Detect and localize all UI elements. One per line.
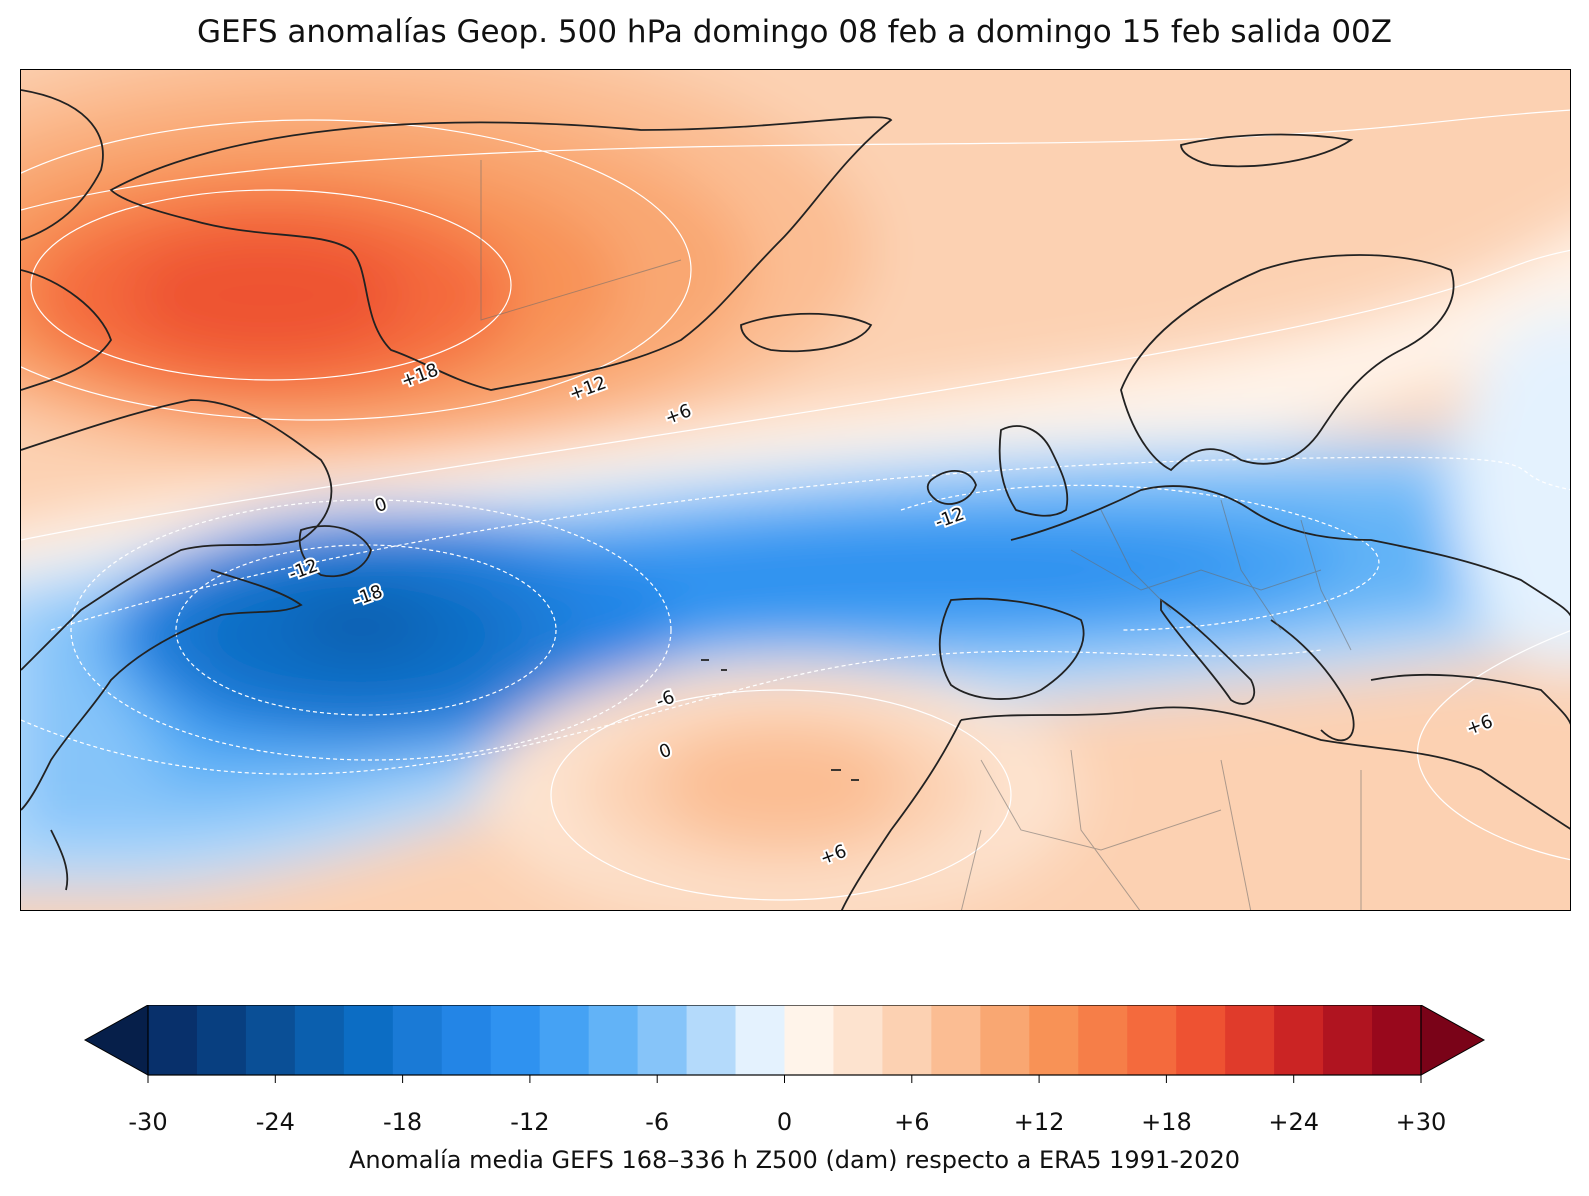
map-panel[interactable]: +18 +12 +6 0 -12 -18 -12 -6 0 +6 +6 [20,69,1571,911]
colorbar-tick-label-1: -24 [255,1108,295,1136]
colorbar-segment-12 [735,1005,786,1075]
colorbar-extend-min [83,1004,149,1076]
colorbar-tick-label-7: +12 [1013,1108,1065,1136]
colorbar-tick-label-10: +30 [1395,1108,1447,1136]
colorbar-tick-label-8: +18 [1141,1108,1192,1136]
colorbar-caption: Anomalía media GEFS 168–336 h Z500 (dam)… [349,1146,1240,1174]
colorbar-segment-8 [539,1005,590,1075]
colorbar-segment-7 [490,1005,541,1075]
colorbar-segment-11 [686,1005,737,1075]
colorbar-segment-23 [1274,1005,1324,1075]
map-title: GEFS anomalías Geop. 500 hPa domingo 08 … [197,14,1392,50]
colorbar-tick-label-0: -30 [128,1108,168,1136]
colorbar-segment-4 [343,1005,394,1075]
colorbar-tick-label-3: -12 [510,1108,550,1136]
colorbar-segment-16 [931,1005,981,1075]
colorbar-tick-label-5: 0 [776,1108,793,1136]
colorbar [0,1004,1589,1196]
colorbar-segment-24 [1323,1005,1373,1075]
colorbar-segment-19 [1078,1005,1128,1075]
colorbar-segment-6 [441,1005,492,1075]
colorbar-tick-label-2: -18 [382,1108,423,1136]
colorbar-segment-1 [196,1005,247,1075]
colorbar-segment-22 [1225,1005,1275,1075]
coastlines [21,89,1570,910]
colorbar-segment-18 [1029,1005,1079,1075]
colorbar-segment-9 [588,1005,639,1075]
anomaly-map: +18 +12+60-12-18-12-60+6+6 [21,70,1570,910]
admin-borders [480,160,1362,910]
colorbar-segment-21 [1176,1005,1226,1075]
colorbar-segment-25 [1372,1005,1422,1075]
colorbar-segment-13 [784,1005,835,1075]
colorbar-segment-0 [148,1005,198,1075]
colorbar-segment-20 [1127,1005,1177,1075]
colorbar-segment-3 [294,1005,345,1075]
colorbar-segment-15 [882,1005,932,1075]
anomaly-field [21,70,1570,910]
contour-lines [21,109,1570,901]
colorbar-tick-label-4: -6 [645,1108,670,1136]
colorbar-segment-10 [637,1005,688,1075]
colorbar-tick-label-9: +24 [1268,1108,1320,1136]
colorbar-scale [83,1004,1486,1083]
colorbar-segment-5 [392,1005,443,1075]
colorbar-segment-17 [980,1005,1030,1075]
colorbar-tick-label-6: +6 [894,1108,930,1136]
colorbar-segment-2 [245,1005,296,1075]
colorbar-extend-max [1420,1004,1486,1076]
colorbar-segment-14 [833,1005,884,1075]
